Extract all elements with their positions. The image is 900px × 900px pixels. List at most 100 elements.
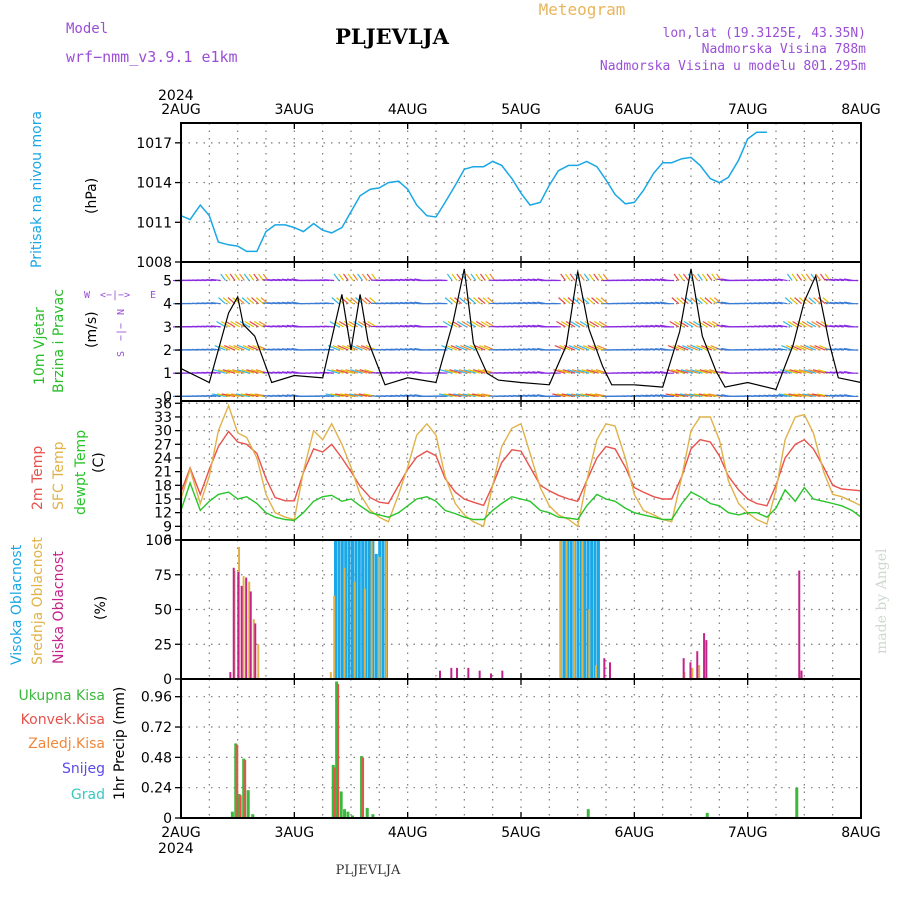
wind-arrow: [238, 344, 250, 351]
wind-arrow: [286, 301, 297, 305]
precip-conv-bar: [244, 759, 247, 818]
wind-arrow: [286, 371, 297, 374]
wind-arrow: [281, 324, 292, 328]
wind-arrow: [801, 320, 812, 328]
wind-arrow: [438, 393, 453, 397]
wind-arrow: [674, 320, 684, 328]
wind-arrow: [768, 371, 779, 374]
wind-arrow: [570, 320, 580, 328]
wind-arrow: [665, 393, 679, 397]
cloud-mid-bar: [353, 581, 356, 679]
wind-arrow: [590, 393, 604, 397]
model-elevation-text: Nadmorska Visina u modelu 801.295m: [600, 59, 866, 74]
x-tick-label: 7AUG: [728, 102, 768, 118]
y-tick-label: 1017: [136, 136, 172, 152]
wind-arrow: [581, 369, 594, 374]
cloud-mid-bar: [257, 644, 260, 679]
wind-arrow: [281, 278, 292, 282]
wind-arrow: [457, 393, 472, 397]
wind-arrow: [709, 297, 718, 305]
wind-arrow: [517, 302, 528, 305]
wind-arrow: [562, 369, 576, 374]
y-tick-label: 75: [154, 568, 172, 584]
wind-arrow: [333, 273, 340, 281]
wind-arrow: [471, 393, 486, 397]
wind-arrow: [517, 325, 528, 328]
wind-arrow: [277, 278, 287, 282]
wind-arrow: [812, 369, 826, 374]
wind-arrow: [600, 297, 609, 305]
wind-arrow: [829, 301, 840, 305]
cloud-low-bar: [229, 672, 232, 679]
wind-arrow: [210, 325, 221, 328]
wind-arrow: [465, 273, 472, 281]
wind-arrow: [763, 325, 774, 328]
precip-total-bar: [795, 787, 799, 818]
wind-arrow: [782, 320, 793, 328]
wind-arrow: [768, 278, 779, 282]
wind-arrow: [655, 371, 665, 374]
wind-arrow: [595, 297, 604, 305]
wind-arrow: [395, 302, 406, 305]
wind-arrow: [324, 394, 335, 397]
y-tick-label: 18: [154, 478, 172, 494]
wind-arrow: [640, 371, 651, 374]
wind-arrow: [640, 278, 651, 282]
wind-arrow: [366, 273, 373, 281]
wind-arrow: [808, 297, 817, 305]
precip-total-bar: [586, 809, 590, 818]
wind-arrow: [794, 369, 807, 374]
wind-arrow: [708, 393, 722, 397]
wind-arrow: [807, 393, 821, 397]
wind-arrow: [218, 297, 226, 305]
wind-arrow: [716, 394, 727, 397]
wind-arrow: [773, 371, 783, 374]
wind-arrow: [470, 273, 477, 281]
y-tick-label: 6: [163, 533, 172, 549]
precip-conv-bar: [337, 684, 340, 818]
wind-arrow: [839, 371, 849, 374]
y-tick-label: 21: [154, 465, 172, 481]
y-tick-label: 50: [154, 603, 172, 619]
cloud-low-bar: [249, 591, 252, 679]
pressure-line: [180, 131, 767, 253]
wind-arrow: [332, 344, 344, 351]
wind-arrow: [773, 301, 783, 305]
wind-arrow: [522, 371, 533, 374]
wind-arrow: [839, 347, 849, 351]
wind-arrow: [224, 273, 231, 281]
wind-arrow: [579, 320, 590, 328]
wind-arrow: [247, 344, 259, 351]
wind-arrow: [409, 324, 420, 328]
wind-arrow: [517, 394, 528, 397]
x-tick-label: 5AUG: [501, 102, 541, 118]
model-name: wrf−nmm_v3.9.1 e1km: [66, 48, 238, 66]
wind-arrow: [437, 348, 448, 351]
wind-arrow: [253, 320, 264, 328]
wind-arrow: [240, 393, 254, 397]
wind-arrow: [286, 324, 297, 328]
wind-arrow: [454, 369, 467, 374]
cloud-high-bar: [347, 540, 351, 679]
compass-ew-bar: <−|−>: [100, 290, 130, 301]
x-tick-label: 8AUG: [841, 102, 881, 118]
temp-sfc-label: SFC Temp: [51, 441, 67, 510]
wind-arrow: [522, 394, 533, 397]
cloud-mid-bar: [581, 540, 584, 679]
lonlat-text: lon,lat (19.3125E, 43.35N): [663, 26, 867, 41]
wind-arrow: [834, 324, 845, 328]
wind-arrow: [582, 344, 595, 351]
wind-arrow: [468, 369, 481, 374]
wind-arrow: [277, 371, 287, 374]
cloud-high-bar: [368, 540, 371, 679]
wind-arrow: [339, 393, 354, 397]
wind-arrow: [251, 297, 259, 305]
cloud-high-bar: [371, 540, 375, 679]
wind-arrow: [800, 344, 812, 351]
wind-arrow: [583, 273, 590, 281]
wind-arrow: [272, 302, 283, 305]
cloud-low-bar: [467, 667, 470, 679]
cloud-low-bar: [450, 667, 453, 679]
wind-arrow: [576, 369, 590, 374]
wind-arrow: [763, 302, 774, 305]
